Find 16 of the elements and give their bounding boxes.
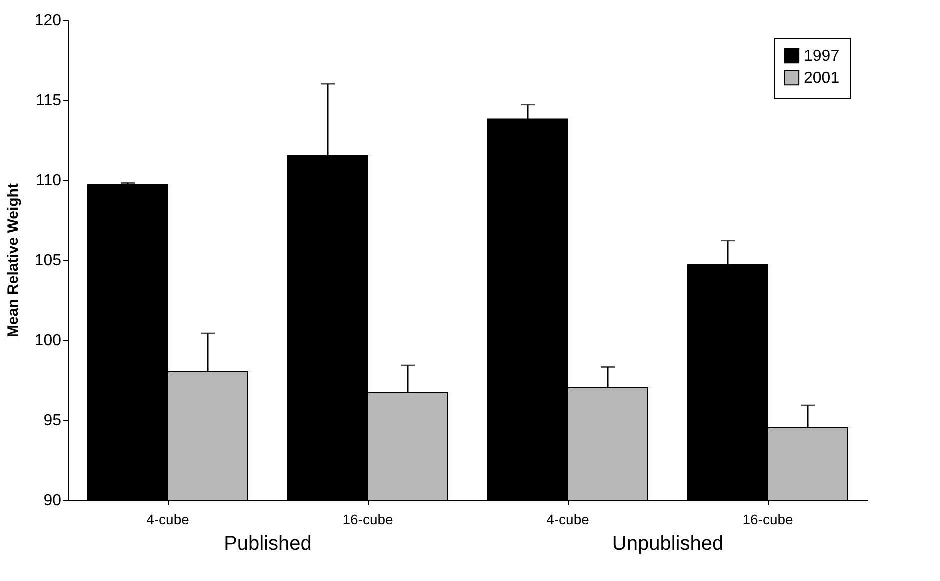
x-tick-label: 4-cube — [146, 512, 190, 528]
legend-label: 1997 — [804, 48, 840, 65]
y-tick-label: 105 — [34, 252, 62, 270]
y-tick-label: 120 — [34, 12, 62, 30]
y-axis-title: Mean Relative Weight — [4, 184, 22, 338]
y-tick-label: 100 — [34, 332, 62, 350]
y-tick-label: 90 — [44, 492, 62, 510]
y-tick-label: 115 — [36, 92, 62, 110]
x-tick-label: 16-cube — [742, 512, 794, 528]
y-tick-label: 110 — [36, 172, 62, 190]
text: Published — [224, 533, 312, 555]
text: Unpublished — [612, 533, 724, 555]
y-tick-label: 95 — [44, 412, 62, 430]
x-tick-label: 16-cube — [342, 512, 394, 528]
x-tick-label: 4-cube — [546, 512, 590, 528]
legend-label: 2001 — [804, 70, 840, 87]
